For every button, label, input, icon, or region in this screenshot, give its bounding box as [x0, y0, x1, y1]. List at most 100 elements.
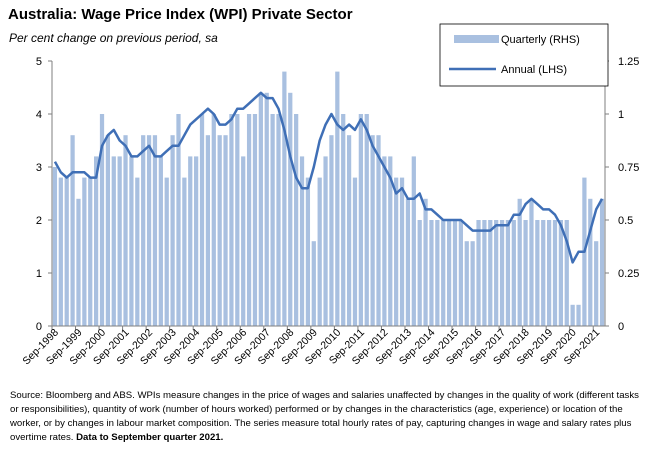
quarterly-bar: [499, 220, 505, 326]
quarterly-bar: [488, 220, 493, 326]
quarterly-bar: [129, 156, 134, 326]
quarterly-bar: [405, 198, 411, 326]
quarterly-bar: [176, 114, 181, 326]
quarterly-bar: [458, 220, 463, 326]
chart-subtitle: Per cent change on previous period, sa: [9, 31, 218, 45]
quarterly-bar: [423, 198, 428, 326]
quarterly-bar: [546, 220, 552, 326]
quarterly-bar: [511, 220, 516, 326]
quarterly-bar: [417, 220, 422, 326]
quarterly-bar: [64, 177, 69, 326]
quarterly-bar: [52, 167, 58, 326]
quarterly-bar: [552, 220, 558, 326]
quarterly-bar: [76, 198, 81, 326]
right-axis-tick-label: 1: [618, 109, 624, 121]
left-axis-tick-label: 5: [36, 56, 42, 68]
quarterly-bars: [52, 71, 605, 326]
quarterly-bar: [335, 71, 340, 326]
quarterly-bar: [399, 177, 405, 326]
quarterly-bar: [111, 156, 116, 326]
legend-quarterly-label: Quarterly (RHS): [501, 34, 580, 46]
quarterly-bar: [441, 220, 446, 326]
left-axis-tick-label: 2: [36, 215, 42, 227]
quarterly-bar: [523, 220, 528, 326]
quarterly-bar: [317, 177, 322, 326]
quarterly-bar: [599, 198, 605, 326]
quarterly-bar: [382, 156, 387, 326]
right-axis-tick-label: 1.25: [618, 56, 639, 68]
quarterly-bar: [276, 114, 281, 326]
quarterly-bar: [464, 241, 469, 326]
quarterly-bar: [135, 177, 140, 326]
quarterly-bar: [341, 114, 346, 326]
quarterly-bar: [170, 135, 175, 326]
right-axis-tick-label: 0: [618, 321, 624, 333]
quarterly-bar: [158, 156, 163, 326]
chart-legend: Quarterly (RHS) Annual (LHS): [439, 23, 609, 87]
quarterly-bar: [429, 220, 434, 326]
quarterly-bar: [82, 177, 87, 326]
quarterly-bar: [435, 220, 440, 326]
quarterly-bar: [346, 135, 352, 326]
annual-series-line: [53, 91, 604, 264]
quarterly-bar: [541, 220, 546, 326]
quarterly-bar: [194, 156, 199, 326]
left-axis-tick-label: 0: [36, 321, 42, 333]
quarterly-bar: [388, 156, 393, 326]
quarterly-bar: [123, 135, 128, 326]
quarterly-bar: [88, 177, 93, 326]
quarterly-bar: [241, 156, 246, 326]
quarterly-bar: [105, 135, 111, 326]
quarterly-bar: [576, 304, 581, 326]
quarterly-bar: [211, 114, 216, 326]
quarterly-bar: [358, 114, 363, 326]
quarterly-bar: [164, 177, 169, 326]
quarterly-bar: [205, 135, 211, 326]
data-date-note: Data to September quarter 2021.: [76, 432, 224, 443]
quarterly-bar: [564, 220, 569, 326]
quarterly-bar: [264, 92, 269, 326]
quarterly-bar: [141, 135, 146, 326]
quarterly-bar: [311, 241, 316, 326]
legend-box: [439, 23, 609, 87]
right-axis-tick-label: 0.75: [618, 162, 639, 174]
quarterly-bar: [58, 177, 63, 326]
quarterly-bar: [223, 135, 228, 326]
quarterly-bar: [152, 135, 158, 326]
quarterly-bar: [246, 114, 252, 326]
left-axis-tick-label: 4: [36, 109, 42, 121]
quarterly-bar: [476, 220, 481, 326]
quarterly-bar: [482, 220, 487, 326]
quarterly-bar: [470, 241, 475, 326]
quarterly-bar: [529, 198, 534, 326]
quarterly-bar: [182, 177, 187, 326]
quarterly-bar: [305, 177, 311, 326]
legend-bar-swatch: [454, 35, 499, 43]
quarterly-bar: [505, 220, 511, 326]
quarterly-bar: [229, 114, 234, 326]
quarterly-bar: [329, 135, 334, 326]
quarterly-bar: [199, 114, 205, 326]
left-axis-tick-label: 1: [36, 268, 42, 280]
quarterly-bar: [535, 220, 540, 326]
source-text: Source: Bloomberg and ABS. WPIs measure …: [10, 390, 639, 443]
source-note: Source: Bloomberg and ABS. WPIs measure …: [10, 389, 642, 445]
quarterly-bar: [294, 114, 299, 326]
quarterly-bar: [258, 92, 263, 326]
quarterly-bar: [235, 114, 240, 326]
quarterly-bar: [452, 220, 458, 326]
quarterly-bar: [117, 156, 122, 326]
quarterly-bar: [282, 71, 287, 326]
quarterly-bar: [70, 135, 75, 326]
annual-line: [53, 91, 604, 264]
quarterly-bar: [252, 114, 258, 326]
right-axis-tick-label: 0.5: [618, 215, 633, 227]
quarterly-bar: [94, 156, 99, 326]
quarterly-bar: [299, 156, 305, 326]
quarterly-bar: [188, 156, 193, 326]
quarterly-bar: [570, 304, 575, 326]
quarterly-bar: [99, 114, 105, 326]
chart-title: Australia: Wage Price Index (WPI) Privat…: [8, 6, 353, 23]
wpi-chart: 01234500.250.50.7511.25Sep-1998Sep-1999S…: [20, 23, 639, 367]
quarterly-bar: [558, 220, 563, 326]
